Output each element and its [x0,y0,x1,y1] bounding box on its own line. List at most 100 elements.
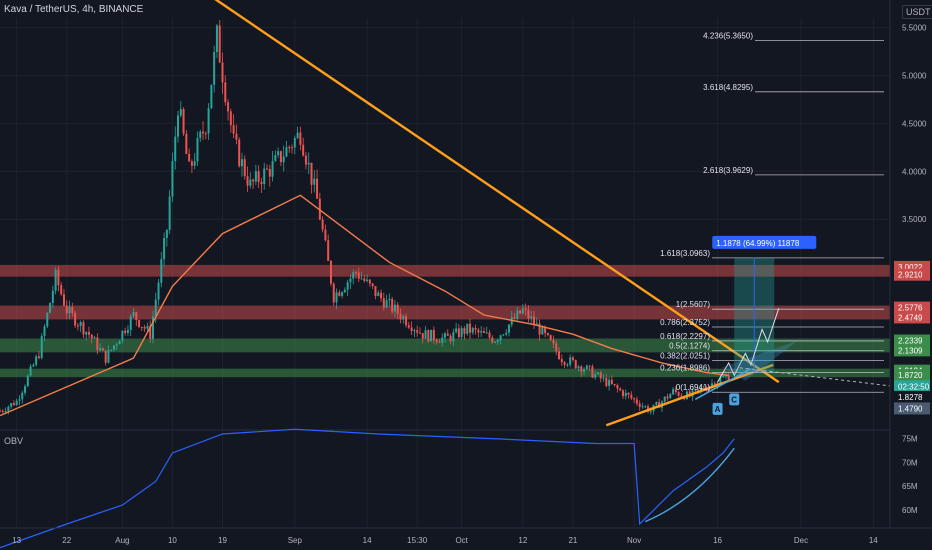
candle-body [101,348,104,351]
candle-body [524,308,527,310]
candle-body [135,312,138,321]
candle-body [399,313,402,320]
price-label-box [894,390,930,403]
candle-body [121,330,124,342]
candle-body [349,278,352,283]
candle-body [107,350,110,363]
candle-body [171,161,174,197]
candle-body [430,329,433,342]
candle-body [126,330,129,333]
candle-body [49,302,52,313]
candle-body [168,196,171,230]
candle-body [115,344,118,346]
candle-body [57,269,60,286]
candle-body [480,331,483,333]
candle-body [396,304,399,314]
candle-body [274,155,277,161]
candle-body [252,179,255,182]
candle-body [674,389,677,393]
ascending-trend-line [605,363,774,427]
price-label: 3.0022 [898,263,923,272]
candle-body [202,131,205,134]
time-tick-label: 22 [62,536,71,545]
candle-body [505,332,508,335]
candle-body [438,341,441,343]
candle-body [546,333,549,336]
candle-body [619,388,622,391]
candle-body [533,316,535,325]
candle-body [697,389,700,391]
obv-tick-label: 70M [902,458,918,467]
candle-body [355,272,357,274]
candle-body [138,320,141,327]
candle-body [96,337,99,351]
resistance-zone [0,264,890,277]
candle-body [204,133,207,135]
candle-body [221,62,224,83]
candle-body [307,162,310,165]
candle-body [21,392,24,400]
candle-body [26,375,29,387]
candle-body [452,332,455,342]
price-label-box [894,369,930,382]
candle-body [405,316,408,326]
candle-body [124,330,127,333]
candle-body [288,147,291,149]
time-tick-label: 15:30 [407,536,428,545]
obv-tick-label: 75M [902,435,918,444]
candle-body [655,402,658,405]
candle-body [444,333,446,338]
candle-body [535,323,538,325]
candle-body [321,219,324,230]
candle-body [229,111,232,126]
candle-body [46,312,49,327]
moving-average-line [0,194,729,417]
candle-body [599,372,602,379]
time-tick-label: Dec [794,536,808,545]
candle-body [368,279,371,284]
candle-body [627,392,630,395]
candle-body [4,411,7,413]
fib-level-label: 0.786(2.3752) [660,318,710,327]
price-tick-label: 4.5000 [902,119,927,128]
candle-body [457,328,460,338]
candle-body [185,133,188,154]
candle-body [416,330,419,333]
candle-body [410,327,413,331]
candle-body [377,292,380,297]
candle-body [413,330,416,332]
candle-body [427,330,430,342]
candle-body [641,406,644,408]
candle-body [393,304,396,312]
price-label-box [894,380,930,393]
candle-body [310,162,313,185]
candle-body [174,136,177,162]
measure-label-box [712,235,817,249]
candle-body [151,316,154,339]
candle-body [304,155,307,165]
candle-body [68,306,71,314]
candle-body [502,334,505,336]
candle-body [608,379,611,386]
candle-body [622,390,624,397]
candle-body [215,25,218,53]
candle-body [366,279,369,281]
candle-body [719,377,722,383]
time-tick-label: Sep [288,536,303,545]
obv-line [0,428,735,549]
currency-label[interactable]: USDT [902,5,932,19]
price-label-box [894,268,930,281]
candle-body [694,389,697,391]
candle-body [491,337,494,343]
time-tick-label: 12 [518,536,527,545]
candle-body [677,392,680,396]
candle-body [327,240,330,261]
candle-body [199,131,202,139]
candle-body [569,357,572,365]
candle-body [724,375,727,377]
candle-body [238,139,241,167]
price-label-box [894,301,930,314]
candle-body [29,366,32,376]
candle-body [335,292,338,303]
